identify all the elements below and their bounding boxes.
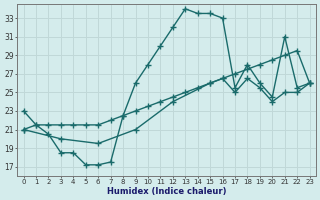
X-axis label: Humidex (Indice chaleur): Humidex (Indice chaleur)	[107, 187, 226, 196]
